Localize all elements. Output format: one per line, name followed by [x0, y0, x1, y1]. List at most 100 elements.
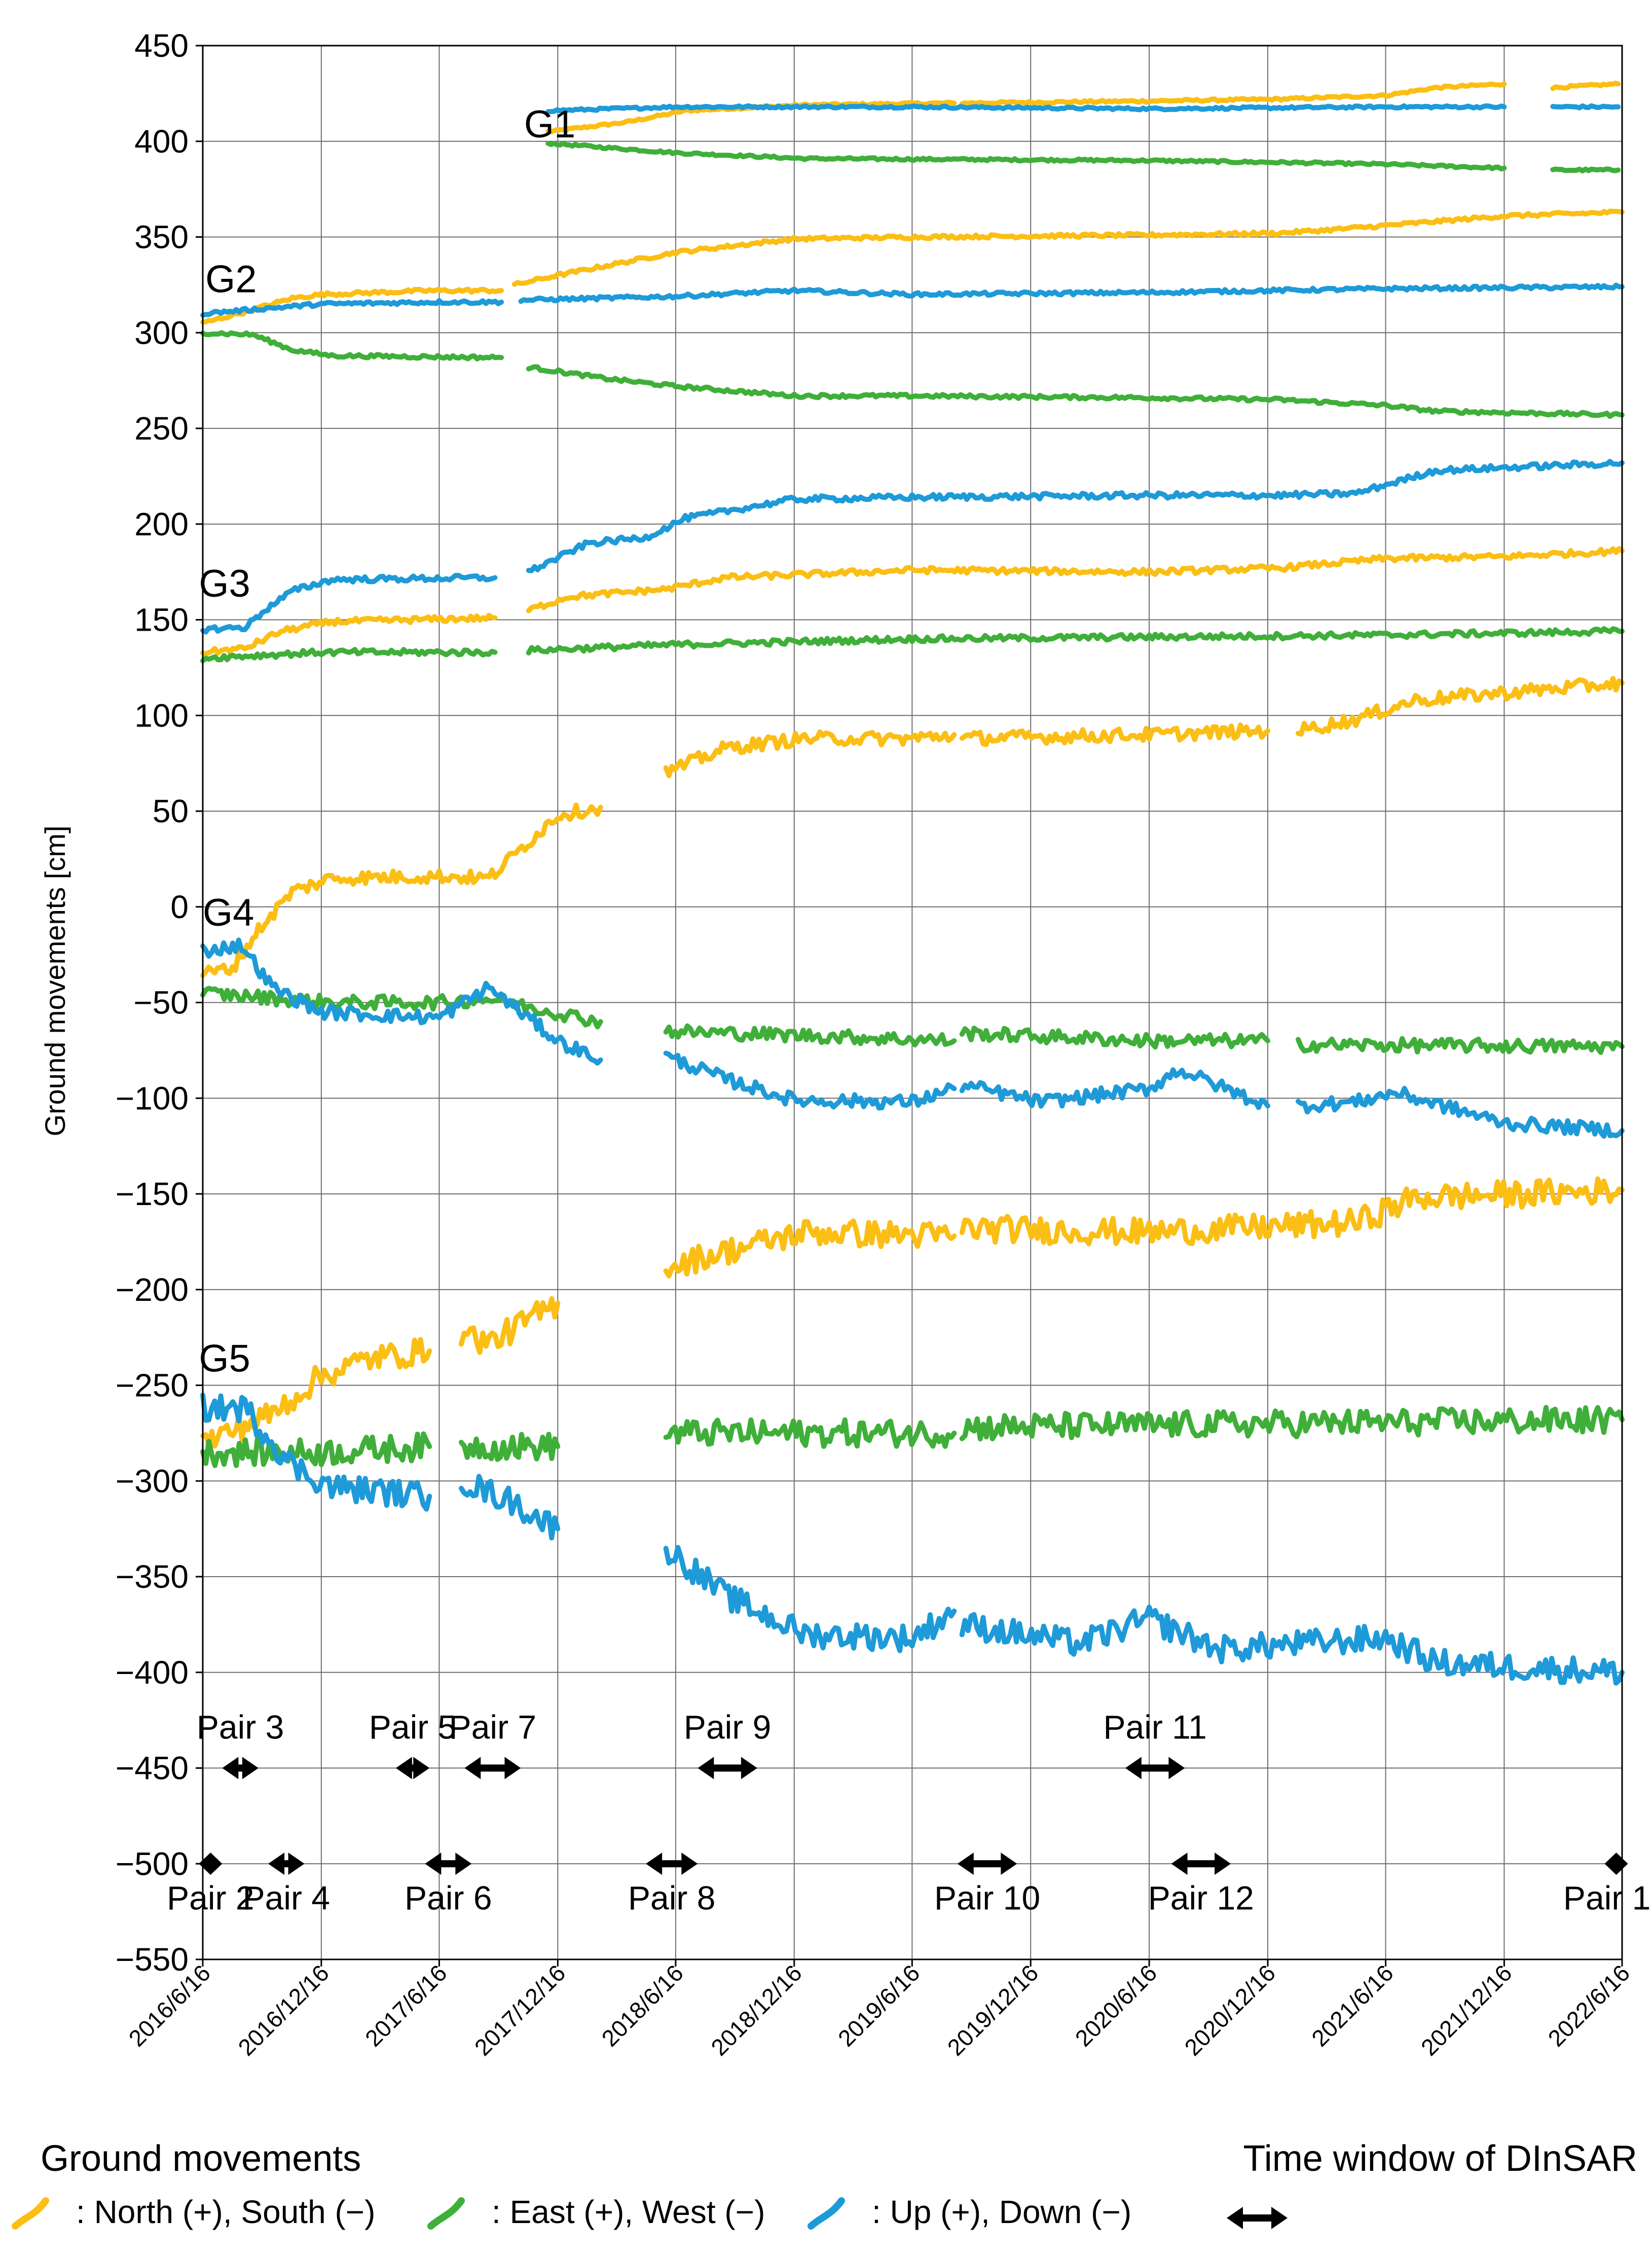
y-tick-label: 100 — [134, 697, 189, 734]
y-tick-label: −450 — [116, 1750, 189, 1787]
series-segment — [458, 1432, 561, 1462]
series-segment — [200, 1431, 432, 1468]
series-segment — [200, 573, 498, 635]
series-g4-up-down — [200, 937, 1625, 1139]
series-g5-north-south — [200, 1176, 1625, 1449]
time-window-label: Pair 4 — [243, 1879, 330, 1916]
series-segment — [200, 1337, 432, 1449]
series-g5-up-down — [200, 1392, 1625, 1686]
time-window-arrow — [395, 1757, 430, 1779]
time-window-arrow — [957, 1852, 1017, 1875]
series-g1-up-down — [545, 103, 1621, 115]
x-tick-label: 2018/6/16 — [596, 1959, 688, 2051]
series-segment — [959, 1405, 1625, 1442]
group-label-g5: G5 — [199, 1337, 250, 1380]
series-g3-east-west — [200, 626, 1625, 664]
time-window-label: Pair 6 — [405, 1879, 492, 1916]
series-segment — [663, 1050, 957, 1111]
time-window-arrow — [646, 1852, 698, 1875]
time-window-arrow — [199, 1852, 223, 1875]
series-segment — [1550, 166, 1621, 174]
y-tick-label: −50 — [133, 985, 189, 1021]
series-segment — [200, 298, 504, 318]
legend-title: Ground movements — [41, 2138, 361, 2179]
time-window-label: Pair 2 — [167, 1879, 254, 1916]
x-tick-label: 2018/12/16 — [706, 1959, 807, 2061]
series-segment — [663, 1023, 957, 1048]
legend-swatch-north-south — [12, 2197, 49, 2230]
time-window-label: Pair 12 — [1148, 1879, 1254, 1916]
series-segment — [526, 546, 1625, 613]
time-window-label: Pair 11 — [1103, 1708, 1206, 1746]
x-tick-label: 2020/12/16 — [1179, 1959, 1280, 2061]
time-window-arrow — [697, 1757, 757, 1779]
y-tick-label: 150 — [134, 602, 189, 638]
y-tick-label: −100 — [116, 1080, 189, 1116]
series-segment — [959, 1026, 1270, 1050]
series-segment — [518, 282, 1625, 304]
time-window-label: Pair 5 — [369, 1708, 456, 1746]
series-segment — [526, 626, 1625, 656]
y-tick-label: −550 — [116, 1941, 189, 1978]
plot-area — [200, 81, 1625, 1686]
series-segment — [458, 1474, 561, 1541]
x-tick-label: 2017/6/16 — [360, 1959, 452, 2051]
annotations: G1 G2 G3 G4 G5 Pair 2 Pair 3 Pair 4 Pair 5 Pair 6… — [167, 103, 1652, 1916]
y-tick-label: 300 — [134, 314, 189, 351]
series-g2-up-down — [200, 282, 1625, 318]
series-segment — [526, 459, 1625, 573]
series-segment — [526, 364, 1625, 419]
legend-item-up-down: : Up (+), Down (−) — [872, 2194, 1131, 2230]
x-tick-label: 2016/12/16 — [233, 1959, 334, 2061]
time-window-arrow — [268, 1852, 305, 1875]
series-segment — [663, 1545, 957, 1653]
time-window-label: Pair 13 — [1563, 1879, 1652, 1916]
y-tick-label: 350 — [134, 219, 189, 256]
time-window-label: Pair 7 — [449, 1708, 536, 1746]
legend-item-east-west: : East (+), West (−) — [492, 2194, 765, 2230]
y-tick-label: 200 — [134, 506, 189, 542]
y-tick-label: −150 — [116, 1176, 189, 1212]
series-segment — [959, 1067, 1270, 1110]
series-g3-north-south — [200, 546, 1625, 657]
group-label-g3: G3 — [199, 562, 250, 605]
y-tick-label: 400 — [134, 123, 189, 160]
series-segment — [511, 208, 1625, 287]
series-g5-east-west — [200, 1405, 1625, 1468]
y-axis-label: Ground movements [cm] — [39, 825, 71, 1136]
series-segment — [1296, 1036, 1625, 1055]
time-window-arrow — [1604, 1852, 1628, 1875]
time-window-label: Pair 10 — [934, 1879, 1040, 1916]
legend-swatch-east-west — [427, 2197, 465, 2230]
time-window-arrow — [222, 1757, 259, 1779]
series-segment — [200, 647, 498, 664]
series-segment — [200, 803, 603, 978]
y-tick-label: 50 — [153, 793, 189, 829]
series-segment — [545, 103, 1507, 115]
series-segment — [959, 722, 1270, 747]
x-tick-label: 2019/6/16 — [833, 1959, 925, 2051]
series-segment — [1296, 676, 1625, 737]
series-segment — [959, 1605, 1625, 1686]
legend: Ground movements Time window of DInSAR :… — [12, 2138, 1637, 2230]
series-segment — [1550, 103, 1621, 111]
x-tick-label: 2020/6/16 — [1070, 1959, 1162, 2051]
series-g1-east-west — [545, 140, 1621, 174]
y-tick-label: 450 — [134, 27, 189, 64]
series-g3-up-down — [200, 459, 1625, 635]
time-window-arrow — [1125, 1757, 1185, 1779]
series-segment — [200, 612, 498, 657]
y-tick-label: −300 — [116, 1463, 189, 1499]
group-label-g2: G2 — [205, 258, 256, 301]
series-g4-north-south — [200, 676, 1625, 978]
group-label-g1: G1 — [524, 103, 575, 146]
x-tick-label: 2022/6/16 — [1543, 1959, 1635, 2051]
x-tick-label: 2021/12/16 — [1416, 1959, 1517, 2061]
series-segment — [959, 81, 1507, 106]
series-segment — [663, 729, 957, 778]
legend-time-window-label: Time window of DInSAR — [1243, 2138, 1637, 2179]
y-tick-label: −350 — [116, 1558, 189, 1595]
series-segment — [200, 937, 603, 1066]
y-tick-label: −200 — [116, 1271, 189, 1308]
